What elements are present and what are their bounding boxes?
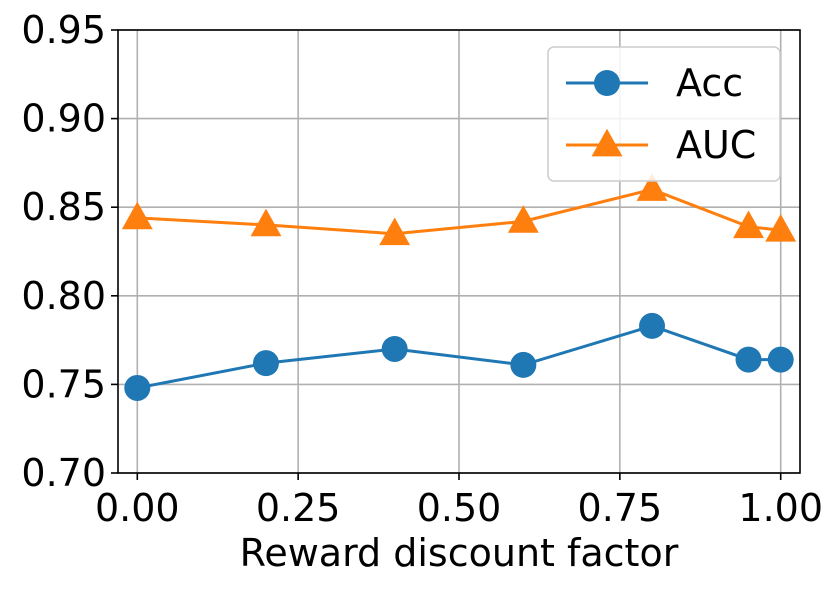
x-tick-label: 0.00 (95, 486, 180, 530)
x-axis-label: Reward discount factor (240, 531, 679, 575)
data-point-circle (767, 346, 794, 373)
series-layer (121, 173, 797, 401)
data-point-triangle (733, 210, 764, 239)
data-point-triangle (379, 217, 411, 246)
data-point-circle (510, 351, 537, 378)
axis-ticks: 0.00 0.25 0.50 0.75 1.00 0.70 0.75 0.80 0.85 0.90… (21, 8, 823, 530)
legend-triangle-marker (591, 128, 623, 157)
data-point-circle (639, 312, 666, 339)
y-tick-label: 0.95 (21, 8, 106, 52)
data-point-triangle (765, 213, 797, 242)
data-point-circle (252, 350, 279, 377)
legend-label: Acc (676, 61, 743, 105)
data-point-triangle (636, 173, 668, 201)
data-point-triangle (121, 201, 153, 230)
y-tick-label: 0.85 (21, 185, 106, 229)
x-tick-label: 0.75 (578, 486, 663, 530)
legend-label: AUC (676, 123, 756, 167)
legend-item-auc: AUC (566, 123, 756, 167)
x-tick-label: 0.25 (256, 486, 341, 530)
legend: Acc AUC (547, 46, 781, 182)
y-tick-label: 0.75 (21, 362, 106, 406)
x-tick-label: 1.00 (738, 486, 823, 530)
y-tick-label: 0.90 (21, 97, 106, 141)
data-point-triangle (507, 205, 539, 233)
series-auc (121, 173, 797, 246)
data-point-circle (381, 335, 408, 362)
legend-circle-marker (594, 70, 620, 96)
data-point-circle (735, 346, 762, 373)
y-tick-label: 0.70 (21, 451, 106, 495)
x-tick-label: 0.50 (417, 486, 502, 530)
legend-item-acc: Acc (566, 61, 743, 105)
y-tick-label: 0.80 (21, 274, 106, 318)
data-point-circle (124, 374, 151, 401)
series-acc (124, 312, 794, 401)
data-point-triangle (250, 208, 282, 237)
